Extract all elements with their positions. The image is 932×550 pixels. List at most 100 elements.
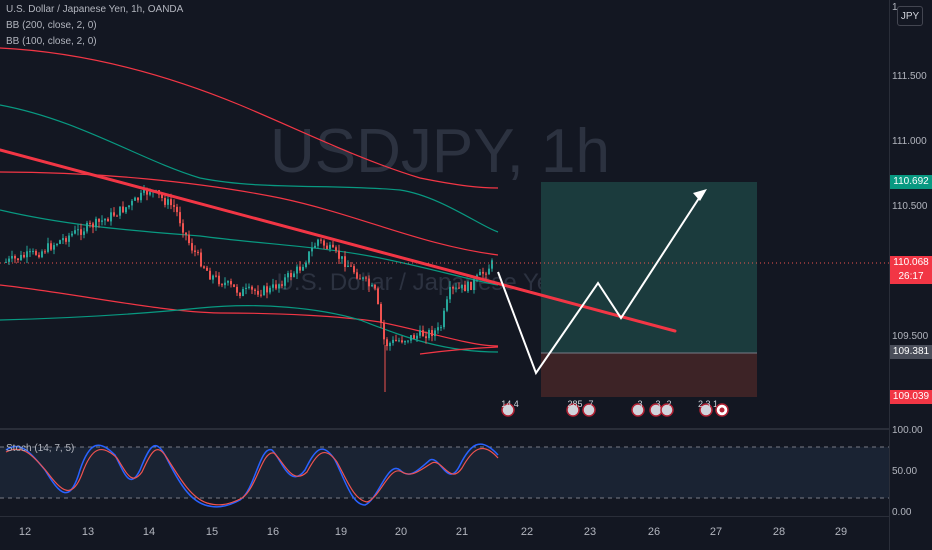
candle-body — [365, 277, 367, 279]
candle-body — [302, 266, 304, 271]
target-price-label: 110.692 — [890, 175, 932, 189]
candle-body — [395, 339, 397, 341]
candle-body — [239, 292, 241, 297]
bb200-basis — [0, 104, 499, 233]
candle-body — [374, 284, 376, 289]
candle-body — [215, 275, 217, 277]
candle-body — [263, 286, 265, 296]
projection-path[interactable] — [497, 191, 704, 376]
candle-body — [266, 286, 268, 293]
candle-body — [332, 244, 334, 248]
candle-body — [473, 279, 475, 290]
time-label: 19 — [334, 526, 348, 538]
candle-body — [248, 286, 250, 288]
candle-body — [368, 278, 370, 287]
candle-body — [50, 243, 52, 250]
event-count: 3 — [655, 399, 660, 409]
price-tick-top: 1 — [892, 2, 898, 13]
projection-arrowhead — [693, 189, 707, 201]
price-tick: 111.000 — [892, 136, 927, 147]
watermark-symbol: USDJPY, 1h — [270, 117, 610, 186]
candle-body — [26, 251, 28, 258]
candle-body — [5, 261, 7, 263]
currency-button[interactable]: JPY — [897, 6, 923, 26]
event-marker: 3 — [631, 399, 645, 417]
indicator-bb100[interactable]: BB (100, close, 2, 0) — [6, 36, 97, 47]
candle-body — [257, 290, 259, 295]
time-axis-border — [0, 516, 889, 517]
candle-body — [95, 218, 97, 228]
candle-body — [296, 266, 298, 274]
candle-body — [137, 197, 139, 201]
candle-body — [212, 275, 214, 280]
indicator-bb200[interactable]: BB (200, close, 2, 0) — [6, 20, 97, 31]
candle-body — [125, 207, 127, 213]
candle-body — [194, 250, 196, 252]
candle-body — [89, 222, 91, 224]
candle-body — [335, 247, 337, 251]
candle-body — [290, 273, 292, 278]
candle-body — [83, 231, 85, 235]
candle-body — [305, 262, 307, 267]
candle-body — [419, 330, 421, 336]
candle-body — [227, 281, 229, 283]
time-label: 20 — [394, 526, 408, 538]
candle-body — [437, 327, 439, 331]
candle-body — [233, 284, 235, 287]
event-count: 14 4 — [501, 399, 519, 409]
price-tick: 111.500 — [892, 71, 927, 82]
candle-body — [35, 250, 37, 255]
candle-body — [485, 273, 487, 275]
candle-body — [413, 335, 415, 339]
candle-body — [101, 220, 103, 222]
bb100-basis — [0, 284, 499, 347]
target-zone — [541, 182, 757, 353]
candle-body — [14, 256, 16, 259]
candle-body — [128, 205, 130, 208]
time-label: 28 — [772, 526, 786, 538]
osc-tick: 0.00 — [892, 507, 912, 518]
candle-body — [119, 206, 121, 216]
candle-body — [8, 258, 10, 262]
candle-body — [452, 287, 454, 289]
candle-body — [191, 243, 193, 251]
trendline[interactable] — [0, 148, 677, 333]
candle-body — [32, 250, 34, 252]
time-label: 13 — [81, 526, 95, 538]
candle-body — [491, 260, 493, 269]
candle-body — [74, 230, 76, 234]
candle-body — [164, 198, 166, 205]
candle-body — [251, 286, 253, 290]
bb200-upper — [0, 47, 499, 189]
candle-body — [170, 199, 172, 206]
candle-body — [323, 240, 325, 246]
time-label: 27 — [709, 526, 723, 538]
candle-body — [230, 281, 232, 285]
candle-body — [404, 341, 406, 343]
stoch-k-line — [5, 443, 499, 508]
long-position-tool[interactable] — [541, 182, 757, 397]
candle-body — [308, 251, 310, 263]
economic-events[interactable]: 14 4 285 7 3 3 2 2 3 1 — [501, 399, 729, 417]
candle-body — [17, 258, 19, 261]
symbol-title[interactable]: U.S. Dollar / Japanese Yen, 1h, OANDA — [6, 4, 184, 15]
candle-body — [98, 218, 100, 222]
candle-body — [203, 266, 205, 268]
pane-separator[interactable] — [0, 428, 889, 430]
candle-body — [110, 212, 112, 222]
candle-body — [455, 287, 457, 289]
entry-price-label: 109.381 — [890, 345, 932, 359]
candle-body — [224, 282, 226, 286]
price-tick: 110.500 — [892, 201, 928, 212]
candle-body — [317, 239, 319, 246]
candle-body — [371, 284, 373, 287]
time-label: 21 — [455, 526, 469, 538]
time-label: 23 — [583, 526, 597, 538]
indicator-stoch[interactable]: Stoch (14, 7, 5) — [6, 443, 75, 454]
event-count: 2 3 1 — [698, 399, 718, 409]
time-label: 12 — [18, 526, 32, 538]
price-scale[interactable] — [889, 0, 932, 550]
candle-body — [254, 289, 256, 291]
candle-body — [407, 340, 409, 342]
